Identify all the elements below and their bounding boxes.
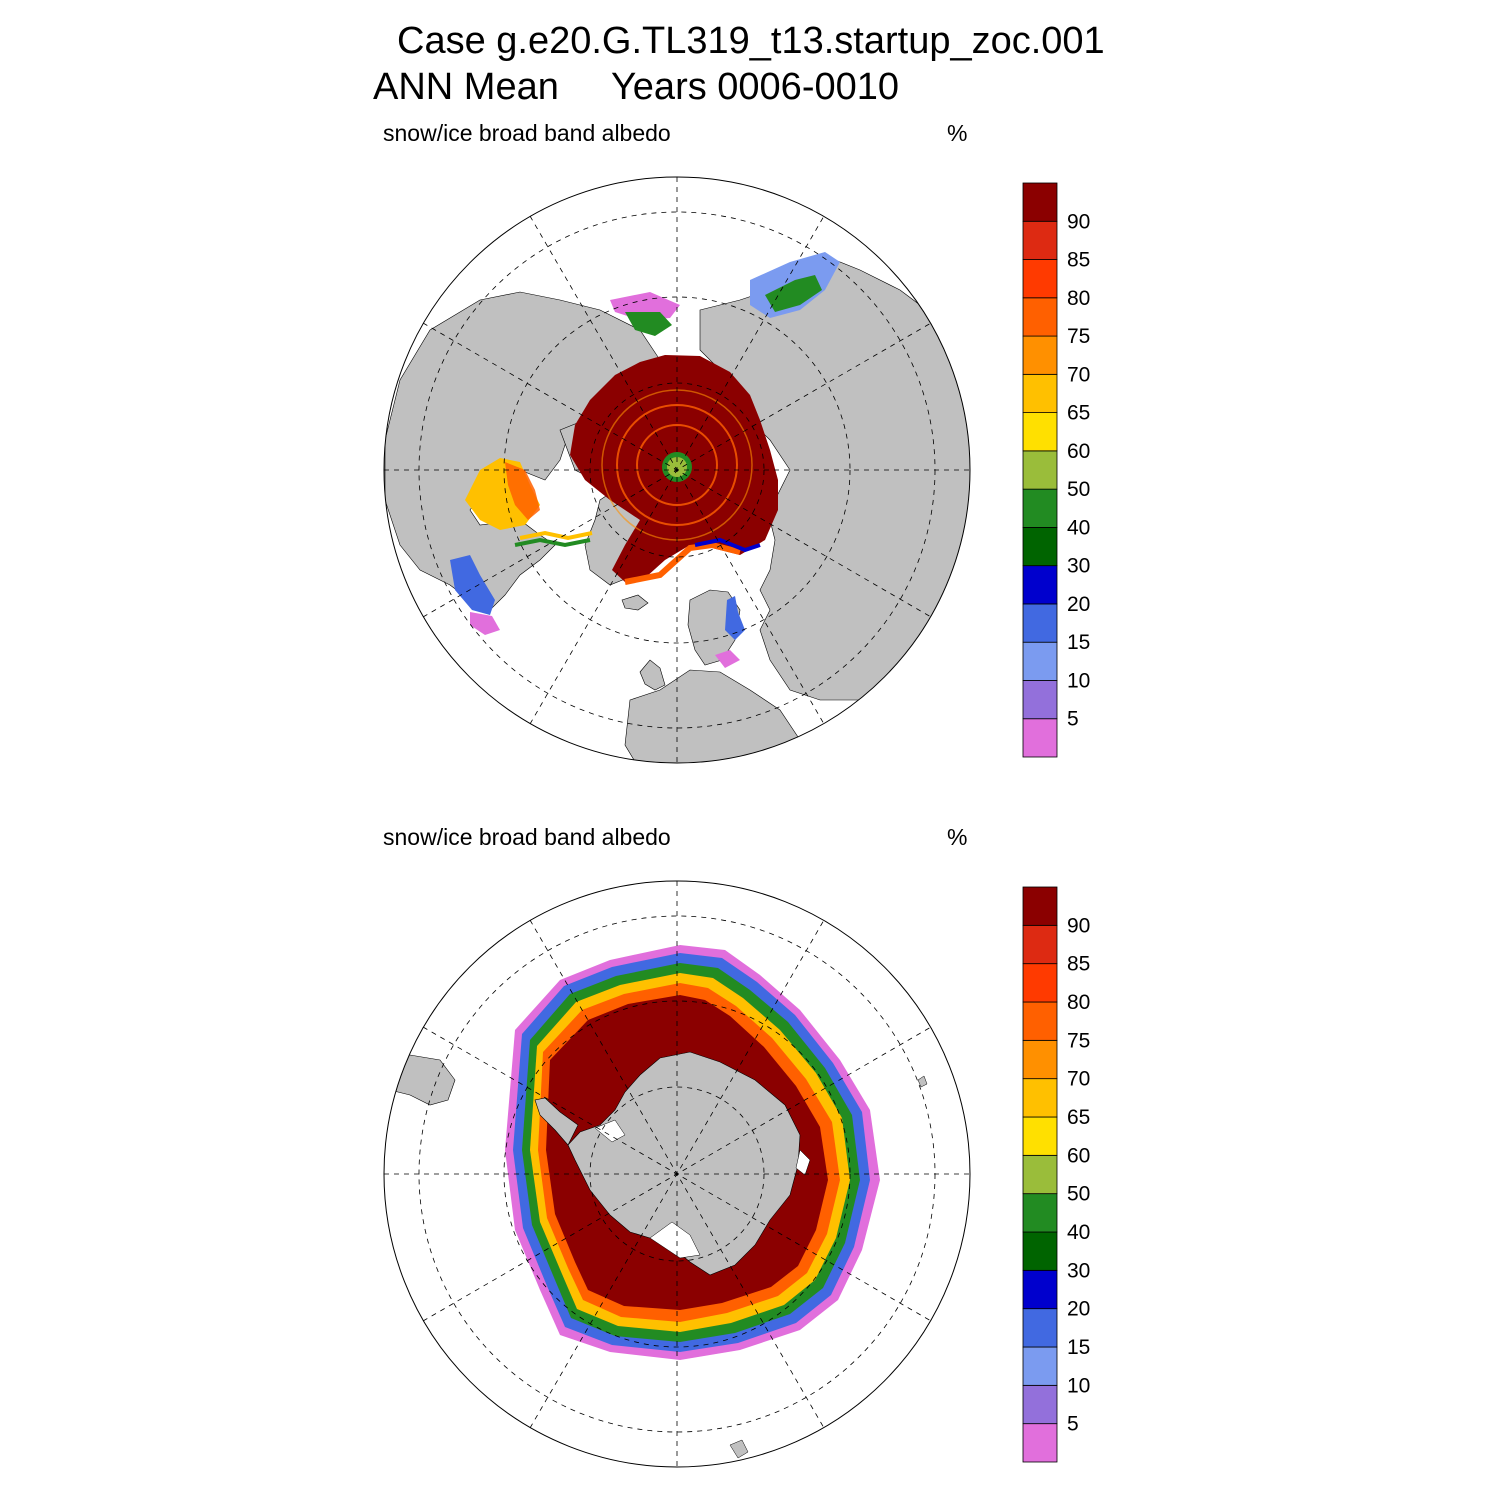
north-polar-map [383, 176, 971, 764]
south-colorbar-tick-label: 10 [1067, 1374, 1090, 1397]
south-colorbar-box [1022, 1346, 1058, 1386]
north-panel-label: snow/ice broad band albedo [383, 120, 671, 146]
south-land-antarctic-peninsula [534, 1097, 579, 1146]
north-colorbar-tick-label: 20 [1067, 593, 1090, 616]
north-land-siberia [699, 257, 970, 701]
north-colorbar-box [1022, 182, 1058, 222]
north-ice-okhotsk-core [765, 275, 822, 312]
north-colorbar-box [1022, 450, 1058, 490]
south-colorbar-tick-label: 90 [1067, 914, 1090, 937]
south-colorbar-tick-label: 5 [1067, 1413, 1079, 1436]
south-colorbar-box [1022, 1231, 1058, 1271]
south-colorbar-tick-label: 85 [1067, 953, 1090, 976]
south-colorbar-tick-label: 15 [1067, 1336, 1090, 1359]
south-colorbar-box [1022, 886, 1058, 926]
north-ring-1 [616, 404, 738, 526]
north-panel-units: % [947, 120, 968, 146]
south-colorbar-tick-label: 75 [1067, 1029, 1090, 1052]
north-colorbar-box [1022, 603, 1058, 643]
north-colorbar-tick-label: 10 [1067, 669, 1090, 692]
north-colorbar-tick-label: 75 [1067, 325, 1090, 348]
figure-title-period: ANN Mean Years 0006-0010 [373, 66, 900, 108]
north-ice-baltic [725, 596, 745, 640]
south-colorbar-tick-label: 30 [1067, 1259, 1090, 1282]
north-colorbar-tick-label: 50 [1067, 478, 1090, 501]
south-colorbar: 5 10 15 20 30 40 50 60 65 70 75 80 85 90 [1022, 886, 1090, 1463]
north-colorbar-box [1022, 718, 1058, 758]
figure-title-case: Case g.e20.G.TL319_t13.startup_zoc.001 [397, 20, 1105, 62]
south-ice-shelf-ross [649, 1221, 701, 1259]
north-colorbar-tick-label: 80 [1067, 287, 1090, 310]
south-land-antarctica [567, 1051, 801, 1276]
south-colorbar-tick-label: 80 [1067, 991, 1090, 1014]
south-ice-shelf-amery [795, 1149, 811, 1176]
north-colorbar-box [1022, 488, 1058, 528]
north-colorbar-box [1022, 565, 1058, 605]
south-colorbar-box [1022, 1193, 1058, 1233]
south-ice-shelf-ronne [594, 1119, 626, 1143]
north-colorbar-tick-label: 40 [1067, 516, 1090, 539]
north-land-europe [624, 669, 801, 763]
north-colorbar-tick-label: 70 [1067, 363, 1090, 386]
north-gridlines [384, 177, 970, 763]
south-colorbar-box [1022, 1078, 1058, 1118]
north-colorbar-box [1022, 259, 1058, 299]
south-land-island-1 [729, 1439, 749, 1459]
north-map-border [383, 176, 971, 764]
north-colorbar-box [1022, 297, 1058, 337]
north-colorbar-box [1022, 527, 1058, 567]
north-colorbar-box [1022, 335, 1058, 375]
south-colorbar-box [1022, 963, 1058, 1003]
north-colorbar-box [1022, 220, 1058, 260]
north-ice-labrador [450, 555, 495, 615]
north-colorbar-box [1022, 641, 1058, 681]
south-land-island-2 [917, 1075, 928, 1088]
north-ice-labrador-edge [470, 612, 500, 635]
north-colorbar-box [1022, 373, 1058, 414]
south-colorbar-tick-label: 20 [1067, 1298, 1090, 1321]
north-colorbar-tick-label: 65 [1067, 402, 1090, 425]
south-colorbar-box [1022, 1423, 1058, 1463]
south-panel-units: % [947, 824, 968, 850]
north-ice-labrador-stripe [514, 537, 591, 548]
south-colorbar-box [1022, 1269, 1058, 1310]
south-colorbar-tick-label: 60 [1067, 1144, 1090, 1167]
south-colorbar-box [1022, 1308, 1058, 1348]
north-ice-labrador-stripe2 [519, 530, 593, 541]
north-ring-2 [636, 424, 718, 506]
south-colorbar-tick-label: 70 [1067, 1068, 1090, 1091]
north-colorbar-tick-label: 5 [1067, 708, 1079, 731]
north-colorbar-tick-label: 60 [1067, 440, 1090, 463]
north-colorbar-box [1022, 680, 1058, 720]
south-colorbar-tick-label: 40 [1067, 1221, 1090, 1244]
north-colorbar-tick-label: 15 [1067, 631, 1090, 654]
south-colorbar-tick-label: 50 [1067, 1183, 1090, 1206]
south-colorbar-box [1022, 1039, 1058, 1080]
south-colorbar-box [1022, 1001, 1058, 1041]
north-ice-hudson-bay-edge [505, 462, 540, 520]
south-colorbar-tick-label: 65 [1067, 1106, 1090, 1129]
south-colorbar-box [1022, 1384, 1058, 1425]
south-panel-label: snow/ice broad band albedo [383, 824, 671, 850]
north-colorbar-box [1022, 412, 1058, 452]
south-colorbar-box [1022, 1116, 1058, 1156]
south-colorbar-box [1022, 1154, 1058, 1195]
north-land-uk [639, 659, 666, 691]
north-colorbar-tick-label: 85 [1067, 249, 1090, 272]
north-ice-bering-green [625, 312, 672, 336]
south-colorbar-box [1022, 924, 1058, 965]
north-colorbar-tick-label: 30 [1067, 555, 1090, 578]
north-colorbar-tick-label: 90 [1067, 210, 1090, 233]
north-ice-baltic-edge [715, 650, 740, 668]
south-map-border [383, 880, 971, 1468]
south-polar-map [383, 880, 971, 1468]
north-colorbar: 5 10 15 20 30 40 50 60 65 70 75 80 85 90 [1022, 182, 1090, 758]
north-ice-barents-edge [694, 537, 761, 553]
north-land-iceland [621, 594, 649, 611]
south-gridlines [384, 881, 970, 1467]
